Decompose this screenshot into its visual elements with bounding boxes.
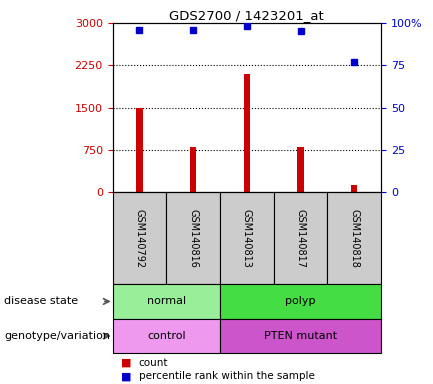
Text: polyp: polyp xyxy=(285,296,316,306)
Bar xyxy=(190,147,196,192)
Bar xyxy=(113,284,220,319)
Text: ■: ■ xyxy=(121,358,132,368)
Bar xyxy=(351,185,357,192)
Bar xyxy=(274,192,327,284)
Bar xyxy=(327,192,381,284)
Text: percentile rank within the sample: percentile rank within the sample xyxy=(139,371,314,381)
Text: GSM140816: GSM140816 xyxy=(188,209,198,268)
Bar xyxy=(136,108,142,192)
Text: GSM140817: GSM140817 xyxy=(295,209,306,268)
Text: normal: normal xyxy=(147,296,186,306)
Text: control: control xyxy=(147,331,186,341)
Bar xyxy=(166,192,220,284)
Text: GSM140813: GSM140813 xyxy=(242,209,252,268)
Bar xyxy=(113,319,220,353)
Bar xyxy=(244,74,250,192)
Bar xyxy=(220,192,274,284)
Bar xyxy=(220,319,381,353)
Bar xyxy=(297,147,304,192)
Text: count: count xyxy=(139,358,168,368)
Bar xyxy=(220,284,381,319)
Text: PTEN mutant: PTEN mutant xyxy=(264,331,337,341)
Title: GDS2700 / 1423201_at: GDS2700 / 1423201_at xyxy=(169,9,324,22)
Text: genotype/variation: genotype/variation xyxy=(4,331,110,341)
Text: GSM140818: GSM140818 xyxy=(349,209,359,268)
Text: disease state: disease state xyxy=(4,296,78,306)
Text: GSM140792: GSM140792 xyxy=(134,209,145,268)
Bar xyxy=(113,192,166,284)
Text: ■: ■ xyxy=(121,371,132,381)
